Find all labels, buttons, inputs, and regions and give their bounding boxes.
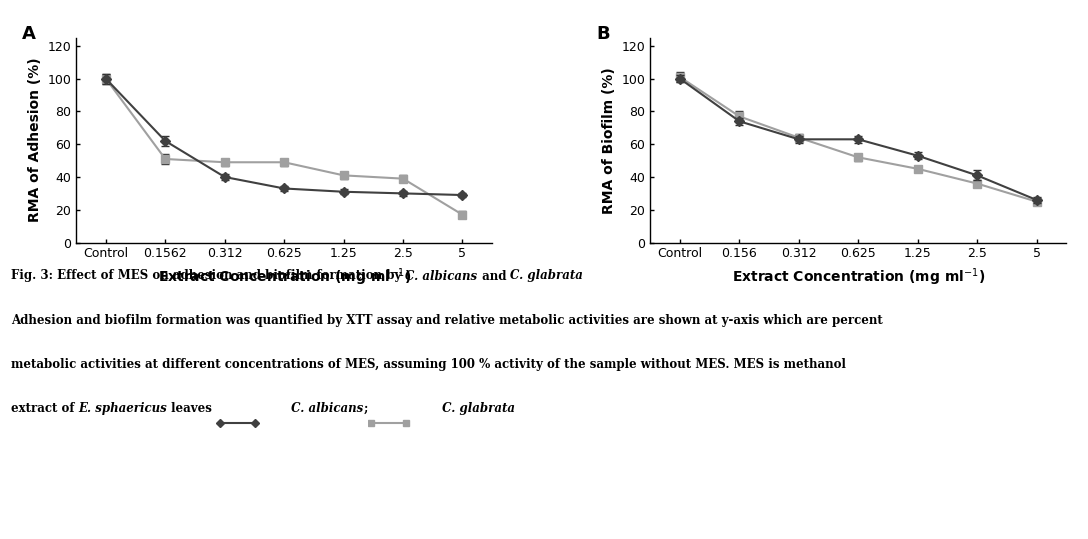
Text: A: A bbox=[22, 25, 36, 44]
Text: Adhesion and biofilm formation was quantified by XTT assay and relative metaboli: Adhesion and biofilm formation was quant… bbox=[11, 314, 882, 327]
Text: extract of: extract of bbox=[11, 402, 78, 415]
Text: and: and bbox=[478, 270, 510, 282]
Text: B: B bbox=[596, 25, 609, 44]
Text: metabolic activities at different concentrations of MES, assuming 100 % activity: metabolic activities at different concen… bbox=[11, 358, 845, 371]
X-axis label: Extract Concentration (mg ml$^{-1}$): Extract Concentration (mg ml$^{-1}$) bbox=[731, 266, 985, 288]
Y-axis label: RMA of Adhesion (%): RMA of Adhesion (%) bbox=[28, 58, 41, 223]
Text: C. glabrata: C. glabrata bbox=[510, 270, 583, 282]
Text: Fig. 3: Effect of MES on adhesion and biofilm formation by: Fig. 3: Effect of MES on adhesion and bi… bbox=[11, 270, 406, 282]
Text: C. albicans: C. albicans bbox=[287, 402, 363, 415]
Y-axis label: RMA of Biofilm (%): RMA of Biofilm (%) bbox=[602, 67, 616, 213]
Text: C. glabrata: C. glabrata bbox=[438, 402, 516, 415]
Text: E. sphaericus: E. sphaericus bbox=[78, 402, 168, 415]
Text: C. albicans: C. albicans bbox=[406, 270, 478, 282]
Text: ;: ; bbox=[363, 402, 368, 415]
Text: leaves: leaves bbox=[168, 402, 217, 415]
X-axis label: Extract Concentration (mg ml$^{-1}$): Extract Concentration (mg ml$^{-1}$) bbox=[158, 266, 411, 288]
